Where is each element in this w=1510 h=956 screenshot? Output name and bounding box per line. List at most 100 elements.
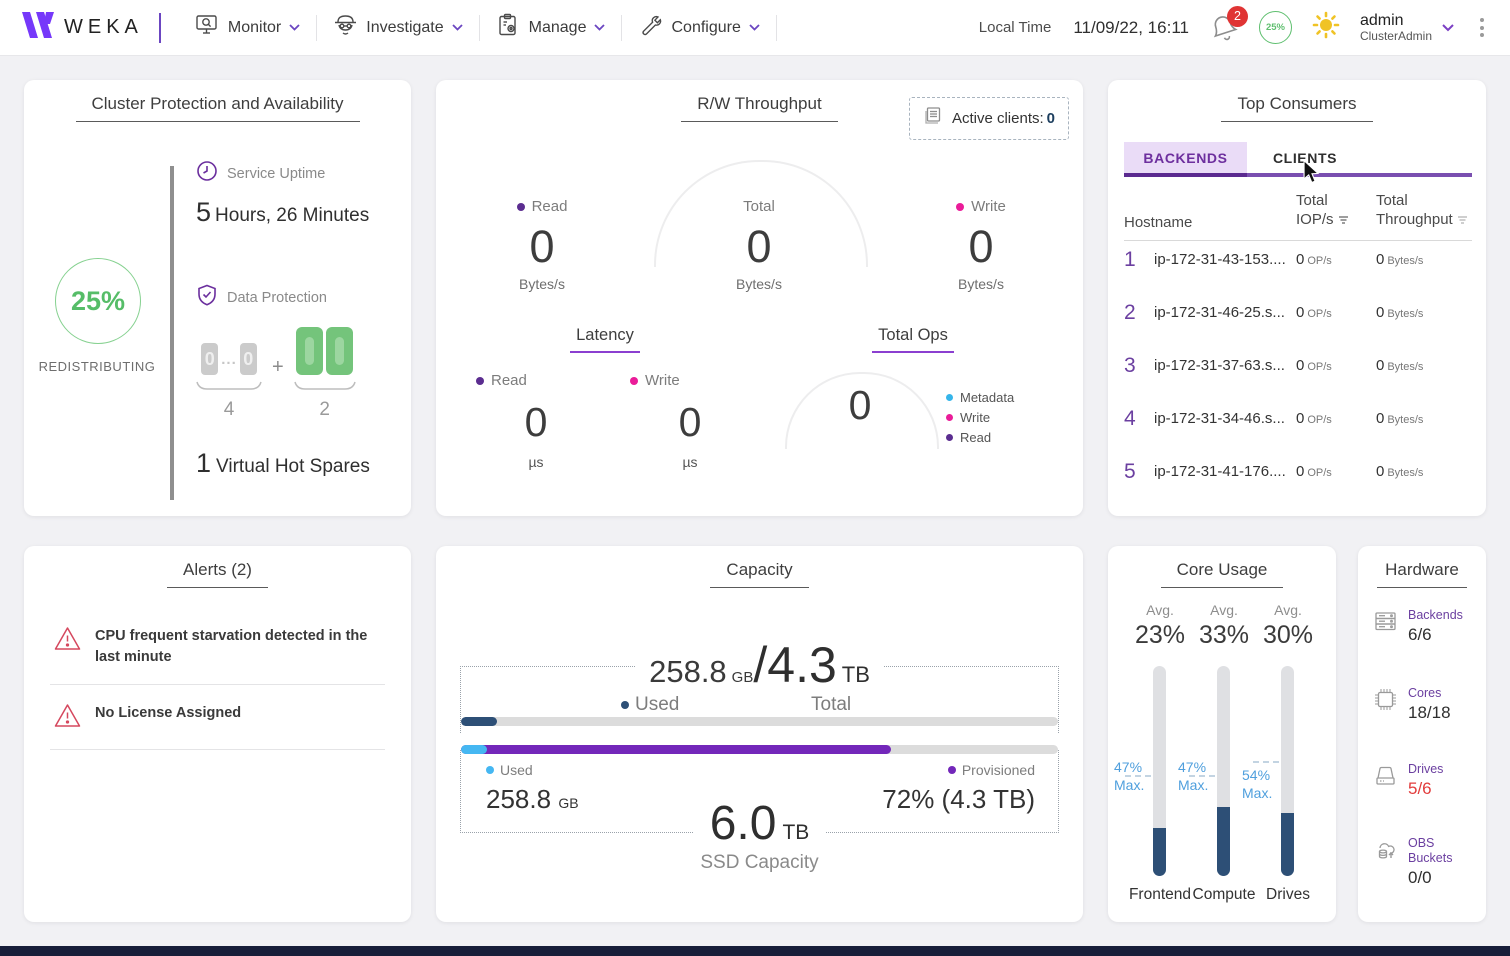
read-throughput-stat: Read 0 Bytes/s [477,198,607,292]
monitor-icon [195,13,220,42]
row-rank: 1 [1124,247,1136,271]
compute-avg: Avg. 33% [1198,602,1250,649]
obs-buckets-label: OBS Buckets [1408,836,1453,865]
nav-divider [621,14,623,41]
parity-blocks-group: 2 [293,327,356,421]
data-block-dots: ... [221,351,237,368]
data-block: 0 [201,343,219,375]
legend-read: Read [960,430,992,445]
table-row[interactable]: 2 ip-172-31-46-25.s... 0 OP/s 0 Bytes/s [1124,300,1424,324]
chevron-down-icon [749,24,760,31]
alert-item: No License Assigned [50,685,385,751]
nav-item-manage[interactable]: Manage [480,0,622,56]
hardware-item-cores[interactable]: Cores 18/18 [1372,686,1451,723]
service-uptime-label: Service Uptime [227,165,326,182]
latency-write-value: 0 [678,399,702,445]
header-total-throughput[interactable]: Total Throughput [1376,192,1472,231]
active-clients-label: Active clients: [951,110,1044,127]
ssd-capacity-caption: SSD Capacity [700,852,819,873]
write-legend-dot [946,414,953,421]
manage-icon [496,13,521,42]
row-hostname: ip-172-31-34-46.s... [1154,410,1285,427]
tab-clients[interactable]: CLIENTS [1272,149,1338,166]
drives-label: Drives [1408,762,1444,776]
sort-icon[interactable] [1338,212,1349,229]
nav-label-configure: Configure [671,18,741,36]
latency-write-stat: Write 0 µs [630,372,750,470]
alert-item: CPU frequent starvation detected in the … [50,608,385,686]
ssd-used-legend-dot [486,766,494,774]
core-usage-card: Core Usage Avg. 23% Avg. 33% Avg. 30% 47… [1108,546,1336,922]
table-row[interactable]: 1 ip-172-31-43-153.... 0 OP/s 0 Bytes/s [1124,247,1424,271]
weka-logo[interactable]: WEKA [20,12,143,43]
obs-buckets-value: 0/0 [1408,868,1432,887]
alert-text: CPU frequent starvation detected in the … [95,628,368,666]
notifications-button[interactable]: 2 [1209,5,1248,43]
ssd-used-bar-fill [461,745,487,754]
chevron-down-icon [452,24,463,31]
top-consumers-card: Top Consumers BACKENDS CLIENTS Hostname … [1108,80,1486,516]
hot-spares-count: 1 [196,448,212,478]
hardware-item-drives[interactable]: Drives 5/6 [1372,762,1443,799]
sort-icon[interactable] [1457,212,1468,229]
provisioned-legend-dot [947,766,956,774]
capacity-total-value: 4.3 [767,637,837,693]
clients-stack-icon [923,106,943,131]
cores-value: 18/18 [1408,703,1451,722]
consumers-tabs: BACKENDS CLIENTS [1124,142,1472,177]
data-blocks-count: 4 [223,399,235,420]
write-label: Write [971,198,1006,215]
latency-section-title: Latency [525,326,685,353]
backends-label: Backends [1408,608,1463,622]
tab-backends[interactable]: BACKENDS [1124,142,1247,173]
consumers-table-header: Hostname Total IOP/s Total Throughput [1124,192,1472,241]
user-menu[interactable]: admin ClusterAdmin [1359,12,1454,44]
row-rank: 5 [1124,459,1136,483]
drive-icon [1372,762,1399,794]
header-total-iops[interactable]: Total IOP/s [1296,192,1376,231]
weka-logo-icon [20,12,54,43]
nav-item-monitor[interactable]: Monitor [179,0,316,56]
hardware-item-obs-buckets[interactable]: OBS Buckets 0/0 [1372,836,1466,888]
nav-label-manage: Manage [528,18,587,36]
investigate-icon [333,13,358,42]
row-rank: 3 [1124,353,1136,377]
nav-item-configure[interactable]: Configure [622,0,775,56]
legend-write: Write [960,410,991,425]
frontend-max-label: 47% Max. [1114,759,1145,794]
nav-divider [775,14,777,41]
sun-icon[interactable] [1312,11,1340,44]
nav-item-investigate[interactable]: Investigate [317,0,478,56]
latency-write-unit: µs [682,454,698,470]
alerts-list: CPU frequent starvation detected in the … [50,608,385,751]
nav-label-investigate: Investigate [366,18,444,36]
hardware-card: Hardware Backends 6/6 Cores 18/18 [1358,546,1486,922]
chevron-down-icon [289,24,300,31]
table-row[interactable]: 5 ip-172-31-41-176.... 0 OP/s 0 Bytes/s [1124,459,1424,483]
ssd-total-headline: 6.0 TB [436,796,1083,851]
tab-underline [1124,173,1472,177]
uptime-hours: 5 [196,197,212,227]
tab-underline-active [1124,173,1247,177]
card-title: Hardware [1377,560,1467,588]
drives-usage-fill [1281,813,1294,876]
parity-blocks-count: 2 [319,399,330,420]
cluster-health-badge[interactable]: 25% [1258,11,1292,44]
read-value: 0 [529,221,555,272]
compute-usage-bar [1189,666,1230,876]
card-title: Cluster Protection and Availability [75,94,360,122]
total-caption: Total [811,694,852,715]
hardware-item-backends[interactable]: Backends 6/6 [1372,608,1463,645]
table-row[interactable]: 4 ip-172-31-34-46.s... 0 OP/s 0 Bytes/s [1124,406,1424,430]
kebab-menu-icon[interactable] [1474,14,1490,41]
hot-spares-block: 1 Virtual Hot Spares [196,448,370,479]
user-role: ClusterAdmin [1359,29,1432,44]
cluster-health-value: 25% [1265,22,1285,33]
chevron-down-icon [594,24,606,31]
table-row[interactable]: 3 ip-172-31-37-63.s... 0 OP/s 0 Bytes/s [1124,353,1424,377]
frontend-avg: Avg. 23% [1134,602,1186,649]
data-blocks-group: 0 ... 0 4 [196,327,262,421]
latency-read-value: 0 [524,399,548,445]
write-unit: Bytes/s [958,276,1004,293]
